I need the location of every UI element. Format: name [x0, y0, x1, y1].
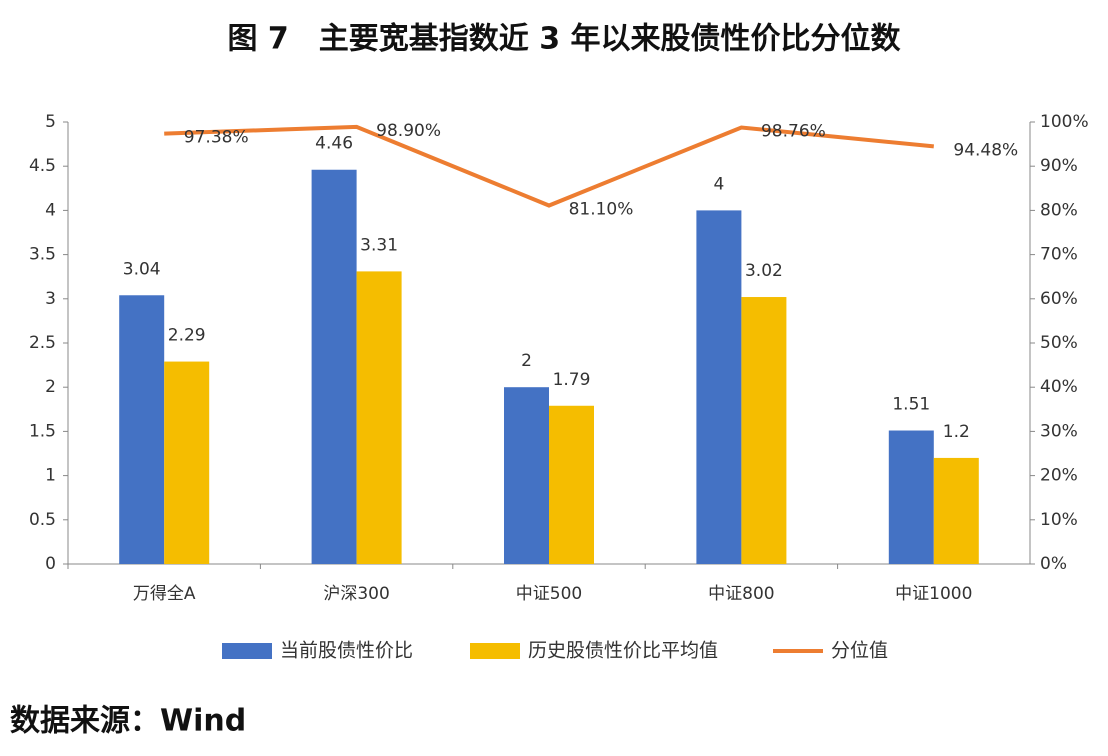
legend-label: 当前股债性价比 [280, 640, 413, 662]
bar [741, 297, 787, 564]
legend-swatch [470, 643, 520, 659]
line [164, 124, 934, 208]
data-label: 81.10% [569, 200, 634, 220]
legend-swatch [222, 643, 272, 659]
legend-label: 分位值 [831, 640, 888, 662]
source-note: 数据来源：Wind [10, 704, 246, 739]
bar [119, 295, 165, 564]
bar [504, 387, 549, 564]
data-label: 2 [521, 351, 532, 371]
y2-tick-label: 100% [1040, 112, 1089, 132]
x-tick-label: 中证500 [516, 584, 582, 604]
y-tick-label: 1.5 [29, 421, 56, 441]
x-tick-label: 沪深300 [323, 584, 389, 604]
chart-title: 图 7 主要宽基指数近 3 年以来股债性价比分位数 [227, 22, 901, 57]
y-tick-label: 5 [45, 112, 56, 132]
bar [164, 361, 210, 564]
y2-tick-label: 60% [1040, 289, 1078, 309]
y-tick-label: 0 [45, 554, 56, 574]
data-label: 94.48% [953, 140, 1018, 160]
data-label: 4 [713, 174, 724, 194]
data-label: 2.29 [168, 326, 206, 346]
bar [933, 457, 979, 564]
y2-tick-label: 80% [1040, 200, 1078, 220]
y2-tick-label: 0% [1040, 554, 1067, 574]
y-tick-label: 4 [45, 200, 56, 220]
y-tick-label: 4.5 [29, 156, 56, 176]
bar [696, 210, 742, 564]
y2-tick-label: 20% [1040, 466, 1078, 486]
y-tick-label: 2 [45, 377, 56, 397]
data-label: 1.2 [943, 422, 970, 442]
x-tick-label: 中证800 [708, 584, 774, 604]
y2-tick-label: 10% [1040, 510, 1078, 530]
data-label: 3.02 [745, 261, 783, 281]
data-label: 1.79 [553, 370, 591, 390]
y2-tick-label: 90% [1040, 156, 1078, 176]
data-label: 4.46 [315, 134, 353, 154]
data-label: 3.31 [360, 235, 398, 255]
data-label: 97.38% [184, 128, 249, 148]
data-label: 98.90% [376, 121, 441, 141]
x-tick-label: 中证1000 [895, 584, 972, 604]
y-tick-label: 1 [45, 466, 56, 486]
y2-tick-label: 70% [1040, 245, 1078, 265]
y2-tick-label: 50% [1040, 333, 1078, 353]
bar [549, 405, 594, 564]
bar [888, 430, 934, 564]
x-tick-label: 万得全A [133, 584, 196, 604]
y-tick-label: 3.5 [29, 245, 56, 265]
data-label: 3.04 [123, 259, 161, 279]
y2-tick-label: 40% [1040, 377, 1078, 397]
y2-tick-label: 30% [1040, 421, 1078, 441]
data-label: 98.76% [761, 121, 826, 141]
y-tick-label: 0.5 [29, 510, 56, 530]
y-tick-label: 3 [45, 289, 56, 309]
legend-label: 历史股债性价比平均值 [528, 640, 718, 662]
bar [356, 271, 402, 564]
y-tick-label: 2.5 [29, 333, 56, 353]
bar [311, 169, 357, 564]
data-label: 1.51 [892, 395, 930, 415]
